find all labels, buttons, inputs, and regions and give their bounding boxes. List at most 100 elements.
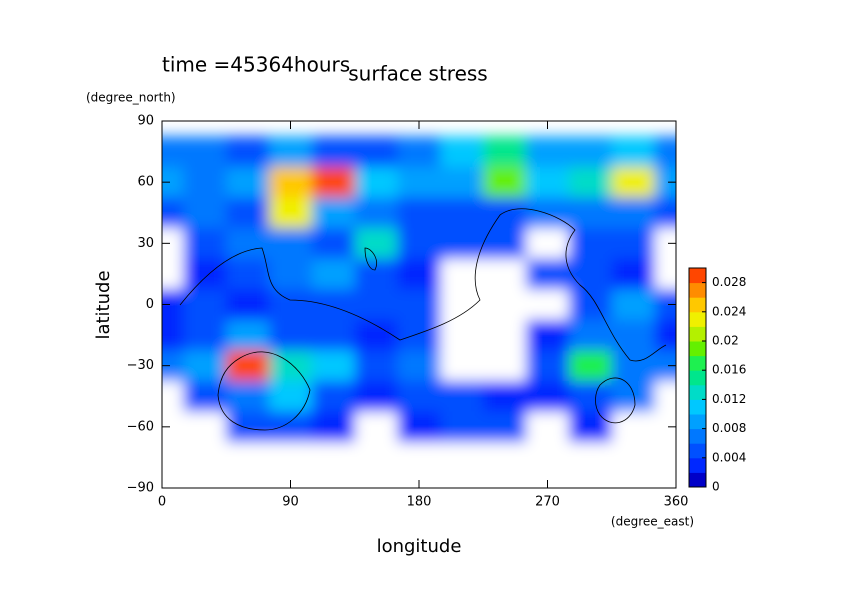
field-cell xyxy=(611,411,656,444)
field-cell xyxy=(226,166,271,199)
field-cell xyxy=(611,380,656,413)
x-axis-label: longitude xyxy=(377,536,462,557)
field-cell xyxy=(397,350,442,382)
field-cell xyxy=(568,197,613,230)
colorbar-band xyxy=(689,341,706,357)
field-cell xyxy=(654,166,676,199)
field-cell xyxy=(397,380,442,413)
field-cell xyxy=(162,228,185,260)
colorbar-band xyxy=(689,297,706,313)
field-cell xyxy=(483,411,528,444)
colorbar-band xyxy=(689,414,706,430)
field-cell xyxy=(483,289,528,321)
field-cell xyxy=(654,319,676,352)
field-cell xyxy=(397,442,442,474)
field-cell xyxy=(397,197,442,230)
field-cell xyxy=(162,380,185,413)
colorbar-tick-label: 0.02 xyxy=(712,334,739,348)
field-cell xyxy=(183,258,228,291)
field-cell xyxy=(162,166,185,199)
field-cell xyxy=(354,228,399,260)
field-cell xyxy=(183,136,228,168)
field-cell xyxy=(226,442,271,474)
y-tick-label: 90 xyxy=(137,114,154,129)
colorbar-tick-label: 0 xyxy=(712,480,720,494)
field-cell xyxy=(440,350,485,382)
field-cell xyxy=(354,319,399,352)
field-cell xyxy=(611,319,656,352)
field-cell xyxy=(611,258,656,291)
x-tick-label: 180 xyxy=(407,495,432,510)
field-cell xyxy=(568,289,613,321)
field-cell xyxy=(526,319,570,352)
colorbar-tick-label: 0.008 xyxy=(712,421,746,435)
field-cell xyxy=(183,442,228,474)
field-cell xyxy=(354,411,399,444)
field-cell xyxy=(526,350,570,382)
field-cell xyxy=(269,258,313,291)
field-smooth xyxy=(162,136,676,474)
x-tick-label: 0 xyxy=(158,495,166,510)
field-cell xyxy=(611,136,656,168)
field-cell xyxy=(654,258,676,291)
field-cell xyxy=(162,289,185,321)
field-cell xyxy=(654,350,676,382)
field-cell xyxy=(354,136,399,168)
field-cell xyxy=(526,197,570,230)
field-cell xyxy=(354,289,399,321)
field-cell xyxy=(483,380,528,413)
field-cell xyxy=(226,350,271,382)
field-cell xyxy=(162,258,185,291)
y-unit: (degree_north) xyxy=(86,91,176,105)
field-cell xyxy=(354,442,399,474)
field-cell xyxy=(440,442,485,474)
field-cell xyxy=(354,197,399,230)
field-cell xyxy=(311,380,356,413)
field-cell xyxy=(269,350,313,382)
x-tick-label: 90 xyxy=(282,495,299,510)
field-cell xyxy=(483,136,528,168)
field-cell xyxy=(440,197,485,230)
field-cell xyxy=(311,350,356,382)
field-cell xyxy=(526,411,570,444)
field-cell xyxy=(311,228,356,260)
field-cell xyxy=(440,228,485,260)
field-cell xyxy=(226,289,271,321)
field-cell xyxy=(483,442,528,474)
field-cell xyxy=(654,228,676,260)
field-cell xyxy=(162,411,185,444)
field-cell xyxy=(226,380,271,413)
field-cell xyxy=(483,258,528,291)
field-cell xyxy=(440,380,485,413)
field-cell xyxy=(311,289,356,321)
field-cell xyxy=(183,319,228,352)
subtitle: time =45364hours xyxy=(162,53,350,77)
field-cell xyxy=(397,136,442,168)
colorbar-tick-label: 0.024 xyxy=(712,304,746,318)
field xyxy=(162,136,676,474)
field-cell xyxy=(526,228,570,260)
colorbar-band xyxy=(689,457,706,473)
field-cell xyxy=(483,228,528,260)
colorbar-frame xyxy=(688,267,707,488)
colorbar-tick-label: 0.028 xyxy=(712,275,746,289)
field-cell xyxy=(354,166,399,199)
field-cell xyxy=(483,197,528,230)
field-cell xyxy=(483,319,528,352)
colorbar-band xyxy=(689,428,706,444)
field-cell xyxy=(183,197,228,230)
field-cell xyxy=(183,411,228,444)
field-cell xyxy=(311,136,356,168)
y-tick-label: −60 xyxy=(127,419,154,434)
field-cell xyxy=(483,166,528,199)
colorbar-tick-label: 0.004 xyxy=(712,450,746,464)
colorbar-band xyxy=(689,443,706,459)
field-cell xyxy=(440,411,485,444)
colorbar-tick-label: 0.016 xyxy=(712,363,746,377)
field-cell xyxy=(611,197,656,230)
field-cell xyxy=(311,319,356,352)
field-cell xyxy=(397,411,442,444)
colorbar-band xyxy=(689,282,706,298)
field-cell xyxy=(568,411,613,444)
